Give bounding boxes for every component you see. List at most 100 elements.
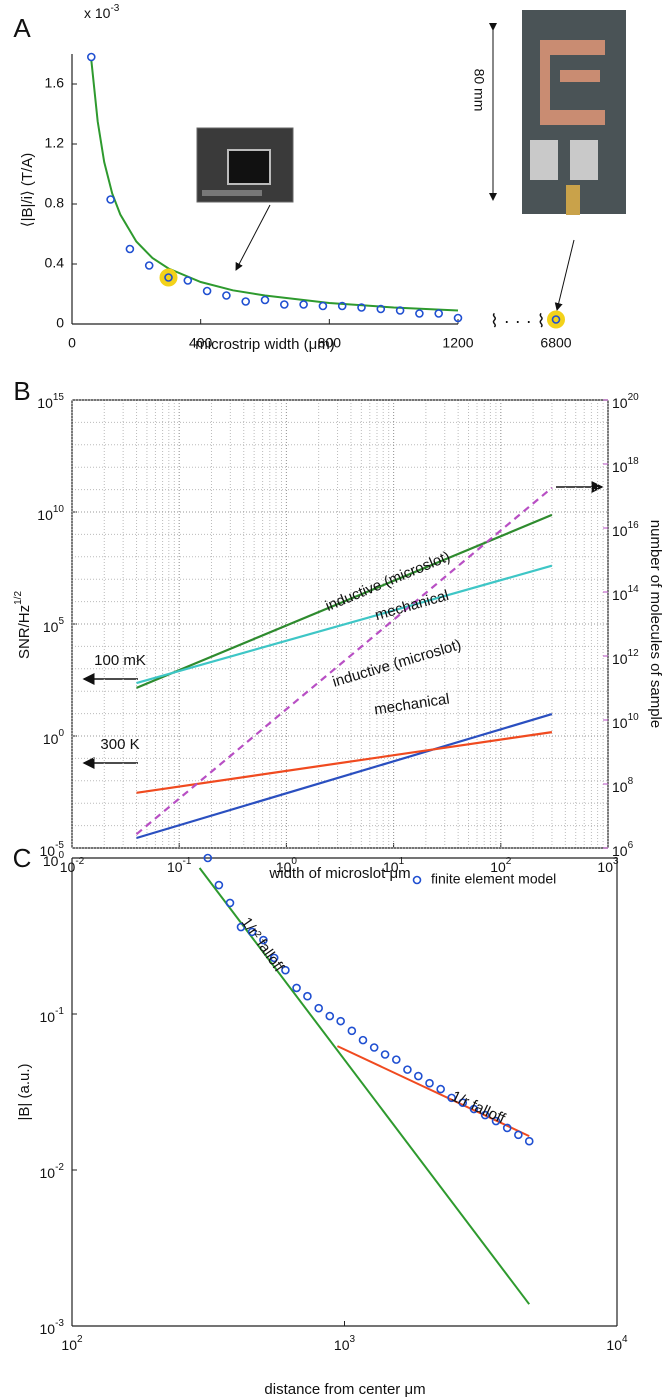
x-tick-label: 103 (597, 856, 619, 875)
tick-exponent: 2 (506, 856, 512, 867)
tick-base: 10 (597, 859, 613, 875)
data-point (106, 195, 115, 204)
x-tick-label: 800 (318, 335, 342, 351)
y-label-exponent: 1/2 (13, 591, 24, 605)
y-axis-label: SNR/Hz1/2 (13, 591, 33, 660)
annotation: 100 mK (94, 652, 146, 669)
tick-base: 10 (43, 619, 59, 635)
axis-break: ⌇ · · · ⌇ (490, 311, 546, 331)
data-point (491, 1116, 501, 1126)
data-point (436, 1084, 445, 1094)
tick-exponent: 16 (628, 520, 640, 531)
series-line (136, 513, 553, 689)
series-line (136, 713, 553, 840)
tick-base: 10 (612, 395, 628, 411)
data-point (260, 295, 270, 305)
data-point (125, 244, 135, 254)
tick-exponent: 10 (628, 712, 640, 723)
tick-exponent: -1 (55, 1006, 64, 1017)
tick-base: 10 (612, 459, 628, 475)
panel-label: B (13, 376, 30, 406)
x-tick-label: 400 (189, 335, 213, 351)
y-tick-label: 1015 (37, 392, 64, 411)
x-tick-label: 6800 (540, 335, 571, 351)
y-multiplier: x 10-3 (84, 3, 120, 21)
tick-base: 10 (612, 587, 628, 603)
multiplier-exponent: -3 (110, 3, 119, 14)
data-point (395, 306, 405, 315)
y-tick-label: 0.8 (45, 195, 65, 211)
tick-base: 10 (40, 1009, 56, 1025)
y-label-text: ⟨|B|/i⟩ (T/A) (19, 153, 36, 228)
tick-base: 10 (43, 853, 59, 869)
tick-base: 10 (40, 1321, 56, 1337)
tick-base: 10 (612, 715, 628, 731)
panel-label: C (13, 843, 32, 873)
data-point (403, 1065, 412, 1074)
data-point (279, 300, 289, 309)
tick-exponent: 6 (628, 840, 634, 851)
tick-base: 10 (612, 779, 628, 795)
annotation: mechanical (373, 587, 451, 624)
tick-exponent: -1 (183, 856, 192, 867)
tick-base: 10 (490, 859, 506, 875)
data-point (87, 52, 96, 62)
data-point (236, 922, 246, 932)
tick-base: 10 (612, 523, 628, 539)
tick-exponent: 3 (350, 1334, 356, 1345)
tick-base: 10 (334, 1337, 350, 1353)
highlight (547, 310, 565, 329)
y2-axis-label: number of molecules of sample (647, 520, 664, 728)
annotation: 1/r² falloff (238, 914, 288, 975)
y-tick-label: 1010 (37, 504, 64, 523)
y-axis-label: |B| (a.u.) (16, 1064, 33, 1121)
fit-line (336, 1045, 530, 1138)
tick-exponent: 12 (628, 648, 640, 659)
data-point (414, 1071, 423, 1081)
series-line (136, 564, 553, 685)
device-photo (522, 10, 626, 215)
data-point (144, 261, 154, 270)
x-tick-label: 103 (334, 1334, 356, 1353)
tick-exponent: 20 (628, 392, 640, 403)
x-tick-label: 0 (68, 335, 76, 351)
annotation: 1/r falloff (449, 1088, 509, 1128)
data-point (502, 1123, 512, 1133)
data-point (164, 273, 173, 282)
tick-exponent: 4 (622, 1334, 628, 1345)
tick-exponent: -3 (55, 1318, 64, 1329)
tick-base: 10 (612, 843, 628, 859)
data-point (203, 853, 213, 863)
tick-base: 10 (43, 731, 59, 747)
x-tick-label: 104 (606, 1334, 628, 1353)
x-tick-label: 100 (276, 856, 298, 875)
annotation: mechanical (373, 691, 451, 719)
tick-base: 10 (276, 859, 292, 875)
x-tick-label: 102 (490, 856, 512, 875)
data-point (369, 1043, 379, 1052)
data-point (434, 309, 444, 318)
dimension-label: 80 mm (471, 69, 487, 112)
tick-base: 10 (612, 651, 628, 667)
data-point (292, 983, 301, 993)
fit-line (90, 59, 459, 312)
tick-exponent: 3 (613, 856, 619, 867)
y-tick-label: 10-1 (40, 1006, 65, 1025)
data-point (376, 304, 386, 314)
tick-base: 10 (37, 395, 53, 411)
tick-base: 10 (383, 859, 399, 875)
tick-base: 10 (61, 1337, 77, 1353)
y-tick-label: 1.6 (45, 75, 65, 91)
y-label-text: |B| (a.u.) (16, 1064, 33, 1121)
data-point (241, 297, 250, 306)
data-point (299, 300, 308, 309)
tick-exponent: -2 (75, 856, 84, 867)
tick-exponent: 0 (291, 856, 297, 867)
data-point (314, 1003, 323, 1013)
legend-marker (412, 875, 422, 885)
y2-tick-label: 1014 (612, 584, 639, 603)
y-tick-label: 0.4 (45, 255, 65, 271)
data-point (453, 313, 463, 323)
tick-base: 10 (37, 507, 53, 523)
